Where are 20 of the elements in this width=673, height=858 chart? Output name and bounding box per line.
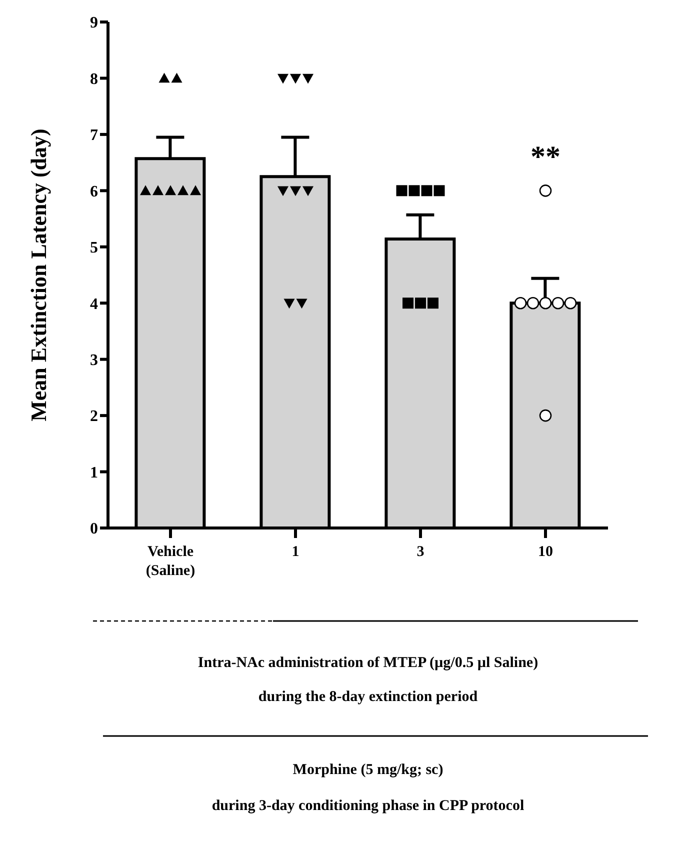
y-tick-label: 1	[90, 464, 98, 482]
y-tick-label: 8	[90, 70, 98, 88]
text: during 3-day conditioning phase in CPP protocol	[210, 797, 526, 816]
text: Morphine (5 mg/kg; sc)	[292, 761, 444, 780]
text: during the 8-day extinction period	[257, 688, 479, 707]
y-axis-title: Mean Extinction Latency (day)	[26, 128, 51, 422]
y-tick-label: 6	[90, 183, 98, 200]
y-tick-label: 3	[90, 352, 98, 370]
y-tick-label: 7	[90, 127, 98, 144]
annotation: **	[530, 140, 560, 174]
y-tick-label: 2	[90, 408, 98, 426]
x-tick-label: Vehicle (Saline)	[146, 544, 196, 579]
y-tick-label: 0	[90, 520, 98, 538]
y-tick-label: 9	[90, 14, 98, 32]
text: Intra-NAc administration of MTEP (µg/0.5 µl Saline)	[196, 654, 540, 673]
x-tick-label: 1	[292, 544, 300, 560]
x-tick-label: 10	[538, 544, 553, 560]
x-tick-label: 3	[416, 544, 424, 560]
y-tick-label: 5	[90, 240, 98, 257]
y-tick-label: 4	[90, 296, 98, 313]
